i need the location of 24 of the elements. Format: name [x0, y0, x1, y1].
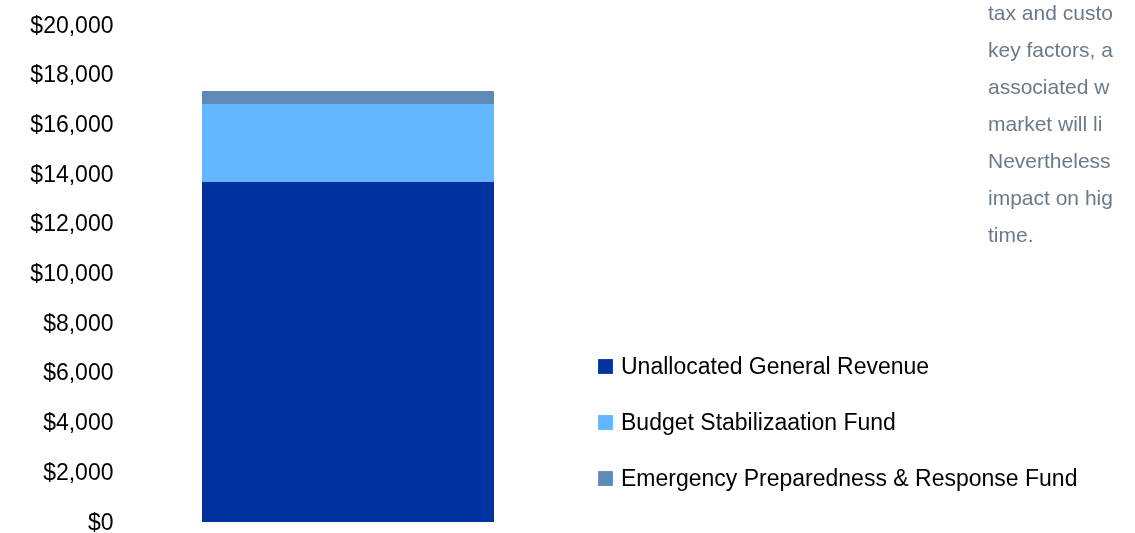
- y-tick-label: $14,000: [30, 160, 114, 187]
- y-tick-label: $16,000: [30, 110, 114, 137]
- text: impact on hig: [988, 186, 1113, 209]
- y-tick-label: $8,000: [43, 309, 114, 336]
- bar: [202, 91, 494, 105]
- y-tick-label: $2,000: [43, 458, 114, 485]
- text: Nevertheless: [988, 149, 1111, 172]
- text: market will li: [988, 112, 1103, 135]
- bar: [202, 181, 494, 522]
- legend-label: Budget Stabilizaation Fund: [621, 408, 896, 435]
- y-tick-label: $6,000: [43, 359, 114, 386]
- legend-label: Emergency Preparedness & Response Fund: [621, 464, 1078, 491]
- y-tick-label: $0: [87, 508, 114, 533]
- text: time.: [988, 223, 1034, 246]
- y-tick-label: $12,000: [30, 210, 114, 237]
- text: key factors, a: [988, 38, 1114, 61]
- bar: [202, 104, 494, 182]
- text: associated w: [988, 75, 1111, 98]
- y-tick-label: $18,000: [30, 61, 114, 88]
- y-tick-label: $20,000: [30, 11, 114, 38]
- y-tick-label: $10,000: [30, 260, 114, 286]
- text: tax and custo: [988, 1, 1113, 24]
- y-tick-label: $4,000: [43, 409, 114, 436]
- legend-label: Unallocated General Revenue: [621, 352, 930, 379]
